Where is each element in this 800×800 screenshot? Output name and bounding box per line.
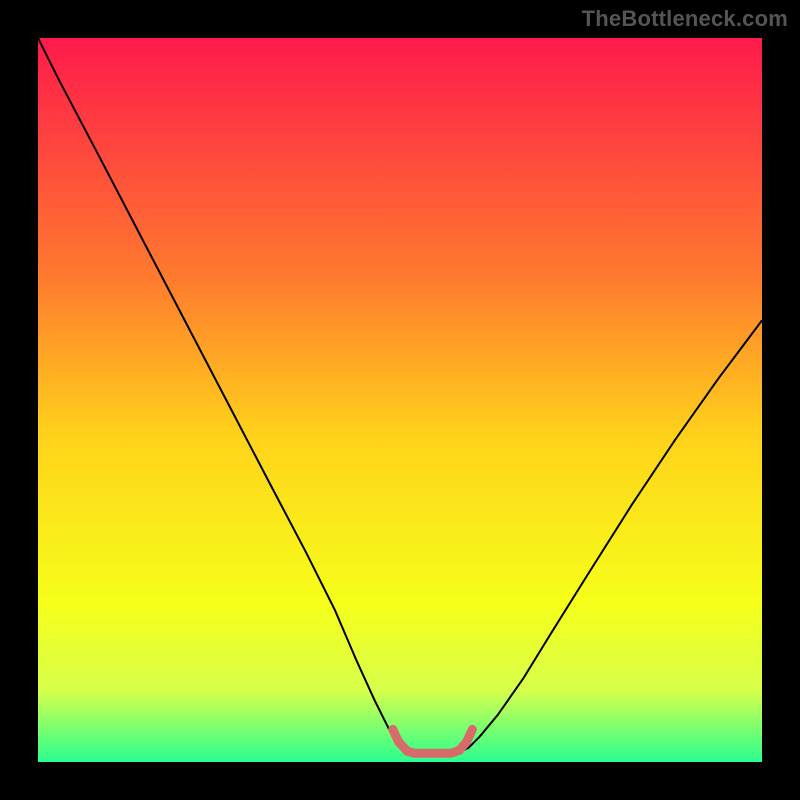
optimal-range-marker xyxy=(393,729,473,753)
watermark-text: TheBottleneck.com xyxy=(582,6,788,32)
chart-overlay-svg xyxy=(0,0,800,800)
bottleneck-curve xyxy=(38,38,762,755)
